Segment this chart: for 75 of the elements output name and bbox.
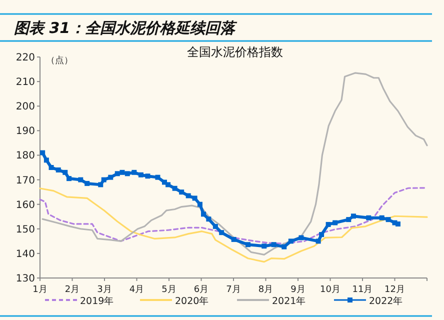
x-tick-label: 10月 <box>320 285 340 295</box>
point <box>288 238 294 244</box>
y-tick-label: 220 <box>16 52 35 64</box>
point <box>155 174 160 180</box>
point <box>201 212 206 217</box>
point <box>246 242 251 248</box>
point <box>44 158 49 163</box>
point <box>66 176 72 182</box>
point <box>132 170 137 175</box>
point <box>179 190 184 195</box>
y-tick-label: 160 <box>16 200 35 211</box>
x-tick-label: 1月 <box>32 285 48 295</box>
point <box>124 171 130 176</box>
point <box>192 196 198 201</box>
legend-label: 2022年 <box>369 295 404 307</box>
point <box>48 165 54 170</box>
y-tick-label: 210 <box>16 77 35 88</box>
point <box>197 202 202 207</box>
point <box>166 182 171 188</box>
y-tick-label: 190 <box>16 126 35 138</box>
x-tick-label: 2月 <box>64 285 80 295</box>
x-tick-label: 4月 <box>129 285 144 295</box>
point <box>101 177 106 182</box>
x-tick-label: 8月 <box>258 285 274 295</box>
point <box>332 220 338 226</box>
line-series <box>42 72 428 256</box>
point <box>350 214 356 219</box>
point <box>145 174 150 179</box>
point <box>379 215 384 220</box>
y-tick-label: 150 <box>16 224 35 236</box>
legend-label: 2020年 <box>175 295 210 307</box>
point <box>108 174 114 180</box>
point <box>212 224 218 229</box>
point <box>231 236 236 242</box>
y-tick-label: 200 <box>16 102 35 113</box>
x-tick-label: 6月 <box>194 285 209 295</box>
point <box>78 177 84 182</box>
point <box>114 171 120 176</box>
x-tick-label: 11月 <box>352 285 373 295</box>
point <box>56 167 61 172</box>
x-tick-label: 7月 <box>226 285 241 295</box>
legend-label: 2019年 <box>80 295 114 307</box>
x-tick-label: 12月 <box>384 285 405 295</box>
point <box>84 180 90 186</box>
x-tick-label: 3月 <box>97 285 112 295</box>
legend-label: 2021年 <box>272 295 306 307</box>
line-series <box>39 188 428 263</box>
point <box>346 217 352 222</box>
point <box>62 170 68 175</box>
point <box>271 242 276 248</box>
point <box>206 216 212 222</box>
point <box>282 244 287 250</box>
x-tick-label: 9月 <box>290 285 306 295</box>
point <box>386 217 391 222</box>
y-tick-label: 170 <box>16 175 35 186</box>
y-axis-title: （点） <box>46 55 73 66</box>
point <box>40 150 46 156</box>
point <box>138 172 144 178</box>
y-tick-label: 130 <box>16 274 35 284</box>
point <box>395 221 400 226</box>
chart-title: 图表 31：全国水泥价格延续回落 <box>14 19 238 37</box>
point <box>326 222 331 227</box>
y-tick-label: 140 <box>16 248 35 260</box>
point <box>186 193 191 198</box>
point <box>262 244 267 249</box>
point <box>366 215 372 220</box>
chart-subtitle: 全国水泥价格指数 <box>187 45 283 59</box>
point <box>316 238 321 244</box>
point <box>319 232 324 238</box>
point <box>219 230 224 236</box>
point <box>298 235 304 240</box>
point <box>98 182 104 188</box>
x-tick-label: 5月 <box>162 285 176 295</box>
y-tick-label: 180 <box>16 150 35 162</box>
point <box>172 186 178 191</box>
